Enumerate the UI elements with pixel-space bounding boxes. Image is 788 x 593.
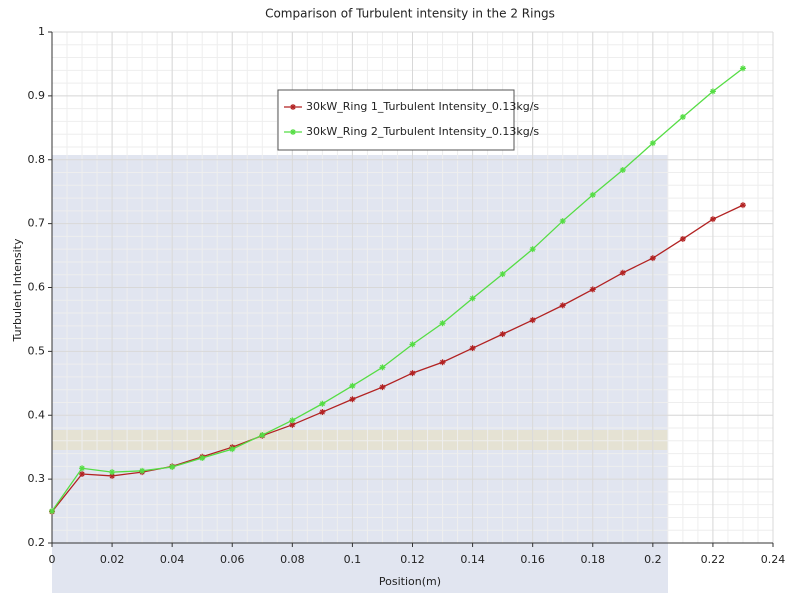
legend-box [278,90,514,150]
data-point [740,65,746,71]
data-point [319,409,325,415]
x-axis-label: Position(m) [379,575,441,588]
x-tick-label: 0.24 [761,553,786,566]
y-tick-label: 0.5 [28,344,46,357]
y-axis-label: Turbulent Intensity [11,238,24,342]
y-tick-label: 0.8 [28,153,46,166]
y-tick-label: 0.2 [28,536,46,549]
chart-title: Comparison of Turbulent intensity in the… [265,7,555,21]
legend-label: 30kW_Ring 2_Turbulent Intensity_0.13kg/s [306,125,539,138]
x-tick-label: 0.12 [400,553,425,566]
x-tick-label: 0 [49,553,56,566]
y-tick-label: 0.4 [28,408,46,421]
watermark-band [52,430,668,450]
data-point [500,271,506,277]
data-point [650,255,656,261]
x-tick-label: 0.06 [220,553,245,566]
x-tick-label: 0.22 [701,553,726,566]
data-point [410,341,416,347]
data-point [49,508,55,514]
data-point [620,270,626,276]
x-tick-label: 0.1 [344,553,362,566]
data-point [620,167,626,173]
data-point [410,370,416,376]
y-tick-label: 1 [38,25,45,38]
legend-marker [290,129,296,135]
data-point [710,88,716,94]
data-point [710,216,716,222]
data-point [139,468,145,474]
chart: Comparison of Turbulent intensity in the… [0,0,788,593]
data-point [500,331,506,337]
x-tick-label: 0.04 [160,553,185,566]
y-tick-label: 0.3 [28,472,46,485]
x-tick-label: 0.02 [100,553,125,566]
legend-marker [290,104,296,110]
y-tick-label: 0.6 [28,281,46,294]
legend-label: 30kW_Ring 1_Turbulent Intensity_0.13kg/s [306,100,539,113]
y-tick-label: 0.9 [28,89,46,102]
watermark [52,155,668,593]
x-tick-label: 0.2 [644,553,662,566]
x-tick-label: 0.14 [460,553,485,566]
data-point [680,114,686,120]
x-tick-label: 0.08 [280,553,305,566]
y-tick-label: 0.7 [28,217,46,230]
x-tick-label: 0.16 [520,553,545,566]
x-tick-label: 0.18 [581,553,606,566]
data-point [319,401,325,407]
data-point [740,202,746,208]
data-point [109,469,115,475]
